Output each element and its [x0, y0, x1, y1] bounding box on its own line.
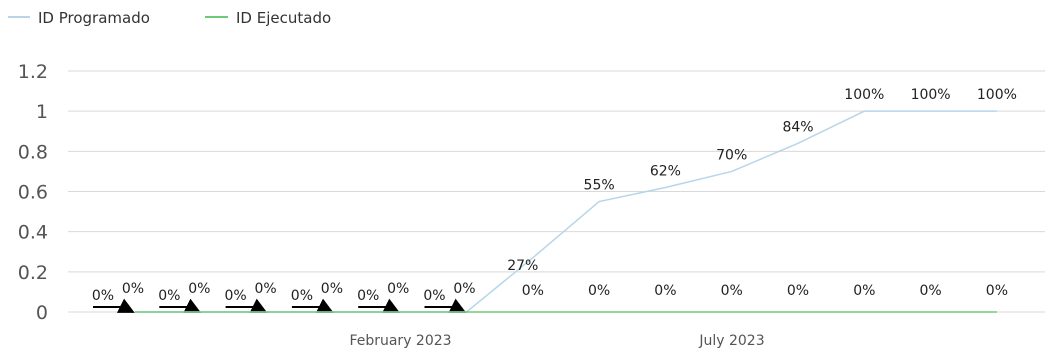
data-label-programado: 27% [507, 258, 538, 274]
data-label-programado: 0% [158, 288, 180, 304]
data-label-programado: 100% [844, 87, 884, 103]
data-label-programado: 0% [291, 288, 313, 304]
data-label-programado: 0% [423, 288, 445, 304]
data-label-ejecutado: 0% [321, 281, 343, 297]
y-tick-label: 1.2 [18, 61, 48, 83]
y-tick-label: 0.6 [18, 182, 48, 204]
x-axis-ticks: February 2023 July 2023 [349, 333, 764, 349]
grid [68, 70, 1045, 313]
data-label-ejecutado: 0% [986, 283, 1008, 299]
data-label-ejecutado: 0% [721, 283, 743, 299]
y-tick-label: 0 [36, 302, 48, 324]
legend[interactable]: ID Programado ID Ejecutado [8, 9, 331, 27]
arrow-annotation [424, 298, 467, 313]
data-label-ejecutado: 0% [654, 283, 676, 299]
legend-label-programado: ID Programado [38, 9, 150, 27]
legend-label-ejecutado: ID Ejecutado [236, 9, 331, 27]
data-label-programado: 55% [584, 178, 615, 194]
data-label-ejecutado: 0% [254, 281, 276, 297]
data-labels: 0% 0% 0% 0% 0% 0% 27% 55% 62% 70% 84% 100% 100% 100% 0… [92, 87, 1017, 304]
data-label-programado: 62% [650, 163, 681, 179]
data-label-ejecutado: 0% [453, 281, 475, 297]
data-label-ejecutado: 0% [588, 283, 610, 299]
legend-item-programado[interactable]: ID Programado [8, 9, 150, 27]
data-label-ejecutado: 0% [787, 283, 809, 299]
y-tick-label: 1 [36, 101, 48, 123]
y-tick-label: 0.8 [18, 141, 48, 163]
arrow-annotations [93, 298, 467, 313]
data-label-programado: 0% [224, 288, 246, 304]
data-label-ejecutado: 0% [188, 281, 210, 297]
data-label-programado: 0% [357, 288, 379, 304]
arrow-annotation [93, 298, 135, 313]
arrow-annotation [291, 298, 334, 313]
data-label-programado: 0% [92, 288, 114, 304]
y-tick-label: 0.4 [18, 222, 48, 244]
data-label-ejecutado: 0% [919, 283, 941, 299]
x-tick-label: February 2023 [349, 333, 451, 349]
arrow-annotation [225, 298, 268, 313]
arrow-annotation [159, 298, 202, 313]
data-label-programado: 100% [977, 87, 1017, 103]
legend-item-ejecutado[interactable]: ID Ejecutado [205, 9, 331, 27]
y-axis-ticks: 0 0.2 0.4 0.6 0.8 1 1.2 [18, 61, 48, 324]
data-label-programado: 70% [716, 147, 747, 163]
y-tick-label: 0.2 [18, 262, 48, 284]
x-tick-label: July 2023 [698, 333, 764, 349]
data-label-programado: 100% [911, 87, 951, 103]
series-lines [135, 110, 997, 313]
data-label-ejecutado: 0% [853, 283, 875, 299]
data-label-ejecutado: 0% [522, 283, 544, 299]
arrow-annotation [358, 298, 400, 313]
data-label-ejecutado: 0% [387, 281, 409, 297]
data-label-programado: 84% [782, 119, 813, 135]
data-label-ejecutado: 0% [122, 281, 144, 297]
